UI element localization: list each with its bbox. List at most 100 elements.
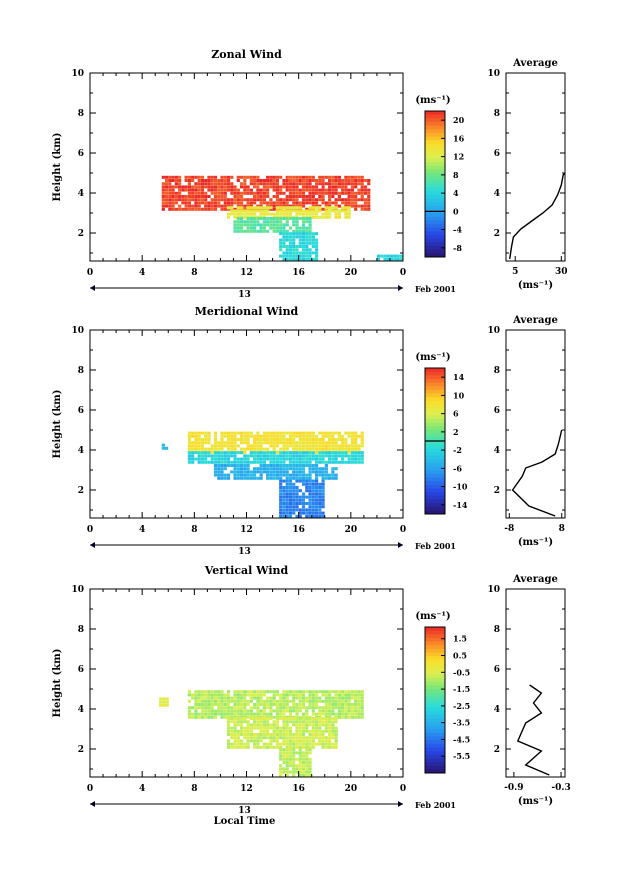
- data-cell: [253, 201, 257, 205]
- data-cell: [301, 761, 306, 764]
- data-cell: [210, 204, 214, 208]
- data-cell: [298, 209, 302, 213]
- data-cell: [292, 502, 296, 505]
- data-cell: [272, 733, 276, 736]
- data-cell: [334, 185, 338, 189]
- data-cell: [197, 441, 201, 445]
- data-cell: [292, 486, 296, 489]
- colorbar-tick-label: -4: [453, 225, 462, 235]
- data-cell: [279, 447, 283, 451]
- data-cell: [161, 175, 165, 179]
- data-cell: [305, 511, 309, 515]
- data-cell: [301, 745, 306, 749]
- data-cell: [324, 712, 328, 716]
- data-cell: [328, 723, 332, 727]
- data-cell: [308, 257, 312, 261]
- data-cell: [357, 179, 361, 182]
- data-cell: [217, 182, 221, 186]
- data-cell: [318, 215, 322, 219]
- data-cell: [311, 479, 315, 483]
- data-cell: [396, 257, 400, 261]
- data-cell: [207, 182, 211, 186]
- data-cell: [295, 690, 299, 694]
- data-cell: [292, 207, 296, 211]
- data-cell: [243, 709, 247, 713]
- data-cell: [314, 511, 319, 515]
- data-cell: [236, 451, 240, 455]
- data-cell: [259, 726, 263, 730]
- data-cell: [318, 489, 322, 493]
- colorbar-swatch: [425, 213, 445, 218]
- data-cell: [288, 457, 293, 461]
- data-cell: [217, 457, 221, 461]
- data-cell: [223, 709, 227, 713]
- data-cell: [164, 182, 169, 186]
- data-cell: [357, 182, 361, 186]
- colorbar-swatch: [425, 506, 445, 511]
- data-cell: [279, 693, 283, 697]
- data-cell: [246, 457, 250, 461]
- data-cell: [191, 188, 195, 192]
- data-cell: [226, 726, 231, 730]
- data-cell: [354, 182, 358, 186]
- data-cell: [256, 690, 260, 694]
- data-cell: [311, 245, 315, 248]
- data-cell: [253, 703, 257, 706]
- data-cell: [344, 175, 348, 179]
- data-cell: [285, 767, 289, 771]
- data-cell: [347, 715, 351, 719]
- data-cell: [314, 454, 319, 458]
- data-cell: [233, 431, 237, 435]
- data-cell: [279, 712, 283, 716]
- data-cell: [191, 451, 195, 455]
- data-cell: [282, 226, 286, 230]
- data-cell: [292, 764, 296, 768]
- data-cell: [318, 723, 322, 727]
- data-cell: [321, 444, 325, 448]
- data-cell: [357, 454, 361, 458]
- x-tick-label: 16: [292, 525, 305, 535]
- data-cell: [256, 182, 260, 186]
- panel3-layer-2: [226, 717, 338, 749]
- data-cell: [279, 232, 283, 236]
- data-cell: [298, 693, 302, 697]
- data-cell: [357, 444, 361, 448]
- colorbar-swatch: [425, 154, 445, 159]
- data-cell: [311, 175, 315, 179]
- data-cell: [194, 703, 198, 706]
- data-cell: [174, 179, 178, 182]
- data-cell: [337, 703, 341, 706]
- x-tick-label: 8: [191, 525, 197, 535]
- data-cell: [236, 745, 240, 749]
- data-cell: [256, 447, 260, 451]
- data-cell: [259, 717, 263, 720]
- data-cell: [311, 207, 315, 211]
- data-cell: [253, 467, 257, 471]
- data-cell: [197, 703, 201, 706]
- data-cell: [279, 745, 283, 749]
- data-cell: [360, 195, 364, 198]
- data-cell: [308, 699, 312, 703]
- data-cell: [256, 188, 260, 192]
- data-cell: [311, 195, 315, 198]
- data-cell: [253, 470, 257, 474]
- data-cell: [184, 188, 188, 192]
- data-cell: [187, 457, 192, 461]
- avg-x-tick-label: -8: [504, 524, 514, 534]
- data-cell: [259, 712, 263, 716]
- data-cell: [187, 715, 192, 719]
- data-cell: [321, 460, 325, 464]
- data-cell: [321, 195, 325, 198]
- data-cell: [213, 191, 218, 195]
- data-cell: [191, 191, 195, 195]
- data-cell: [288, 198, 293, 202]
- data-cell: [253, 712, 257, 716]
- data-cell: [311, 235, 315, 239]
- data-cell: [220, 434, 224, 438]
- data-cell: [253, 733, 257, 736]
- data-cell: [324, 191, 328, 195]
- data-cell: [357, 715, 361, 719]
- data-cell: [253, 229, 257, 233]
- data-cell: [256, 223, 260, 227]
